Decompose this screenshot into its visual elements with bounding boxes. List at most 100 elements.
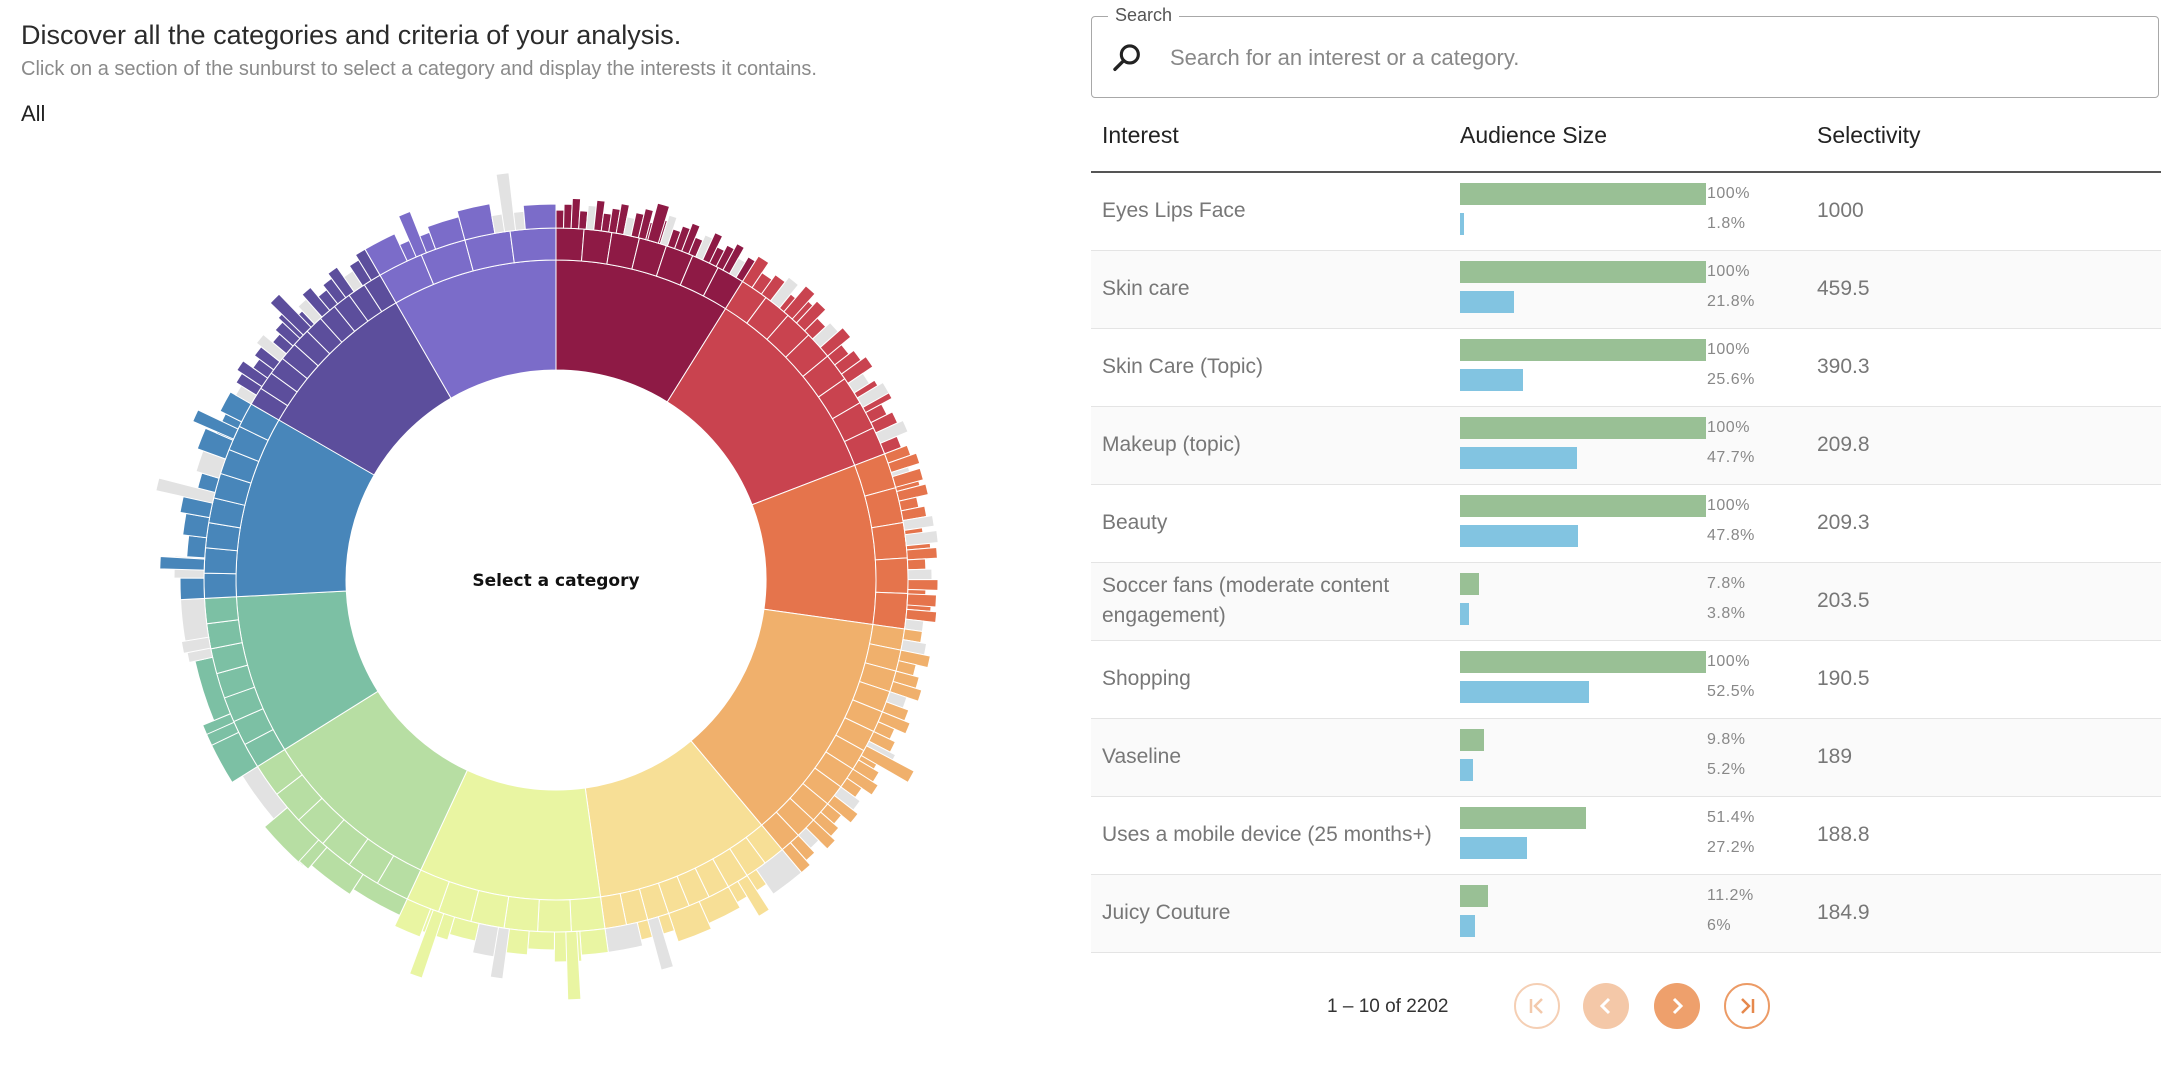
- last-page-icon: [1741, 998, 1755, 1014]
- sunburst-interest-spike[interactable]: [565, 930, 582, 1001]
- interest-name: Uses a mobile device (25 months+): [1102, 823, 1432, 846]
- sunburst-subcategory-arc[interactable]: [537, 899, 572, 933]
- sunburst-interest-spike[interactable]: [495, 172, 517, 233]
- paginator-range-label: 1 – 10 of 2202: [1327, 996, 1449, 1017]
- audience-bar-green: [1460, 651, 1706, 673]
- sunburst-interest-spike[interactable]: [408, 909, 445, 979]
- interest-name: Juicy Couture: [1102, 901, 1231, 924]
- sunburst-interest-spike[interactable]: [904, 529, 939, 547]
- audience-pct-green: 100%: [1707, 419, 1750, 436]
- sunburst-interest-spike[interactable]: [783, 285, 816, 320]
- sunburst-subcategory-arc[interactable]: [203, 547, 238, 575]
- sunburst-chart[interactable]: Select a category: [0, 0, 1080, 1080]
- sunburst-interest-spike[interactable]: [397, 210, 428, 258]
- interest-cell: Eyes Lips Face: [1091, 172, 1449, 251]
- audience-bars: 9.8% 5.2%: [1460, 726, 1806, 788]
- sunburst-interest-spike[interactable]: [891, 467, 924, 488]
- sunburst-interest-spike[interactable]: [647, 202, 671, 244]
- header-interest[interactable]: Interest: [1091, 100, 1449, 173]
- sunburst-interest-arc[interactable]: [906, 558, 927, 571]
- next-page-button[interactable]: [1654, 983, 1700, 1029]
- sunburst-interest-arc[interactable]: [527, 930, 555, 951]
- page-subtitle: Click on a section of the sunburst to se…: [21, 58, 817, 80]
- table-row[interactable]: Uses a mobile device (25 months+) 51.4% 27…: [1091, 796, 2161, 875]
- sunburst-subcategory-arc[interactable]: [555, 227, 585, 262]
- sunburst-interest-spike[interactable]: [856, 381, 890, 409]
- interest-name: Vaseline: [1102, 745, 1181, 768]
- audience-pct-green: 9.8%: [1707, 731, 1746, 748]
- table-row[interactable]: Beauty 100% 47.8% 209.3: [1091, 484, 2161, 563]
- audience-cell: 100% 52.5%: [1449, 640, 1806, 719]
- interests-table: Interest Audience Size Selectivity Eyes …: [1091, 100, 2161, 953]
- sunburst-interest-spike[interactable]: [192, 409, 239, 440]
- interest-cell: Juicy Couture: [1091, 874, 1449, 953]
- last-page-button[interactable]: [1724, 983, 1770, 1029]
- sunburst-subcategory-arc[interactable]: [874, 557, 909, 595]
- sunburst-interest-spike[interactable]: [298, 839, 328, 870]
- table-row[interactable]: Soccer fans (moderate content engagement…: [1091, 562, 2161, 641]
- sunburst-subcategory-arc[interactable]: [509, 227, 557, 264]
- interest-name: Makeup (topic): [1102, 433, 1241, 456]
- sunburst-interest-arc[interactable]: [906, 546, 938, 561]
- table-row[interactable]: Eyes Lips Face 100% 1.8% 1000: [1091, 172, 2161, 251]
- table-row[interactable]: Vaseline 9.8% 5.2% 189: [1091, 718, 2161, 797]
- sunburst-interest-spike[interactable]: [155, 477, 216, 504]
- search-field[interactable]: Search: [1091, 5, 2159, 98]
- sunburst-interest-arc[interactable]: [186, 534, 208, 559]
- sunburst-subcategory-arc[interactable]: [203, 572, 237, 599]
- selectivity-cell: 184.9: [1806, 874, 2161, 953]
- table-row[interactable]: Skin care 100% 21.8% 459.5: [1091, 250, 2161, 329]
- sunburst-subcategory-arc[interactable]: [503, 895, 540, 933]
- search-icon: [1113, 44, 1140, 72]
- audience-cell: 100% 47.7%: [1449, 406, 1806, 485]
- sunburst-interest-arc[interactable]: [522, 203, 557, 230]
- sunburst-subcategory-arc[interactable]: [569, 896, 606, 933]
- audience-bars: 51.4% 27.2%: [1460, 804, 1806, 866]
- sunburst-interest-arc[interactable]: [907, 568, 933, 581]
- audience-bars: 100% 52.5%: [1460, 648, 1806, 710]
- sunburst-interest-spike[interactable]: [489, 926, 511, 980]
- selectivity-cell: 209.8: [1806, 406, 2161, 485]
- selectivity-cell: 390.3: [1806, 328, 2161, 407]
- audience-bars: 100% 1.8%: [1460, 180, 1806, 242]
- selectivity-cell: 189: [1806, 718, 2161, 797]
- interest-cell: Vaseline: [1091, 718, 1449, 797]
- sunburst-subcategory-arc[interactable]: [203, 596, 240, 625]
- sunburst-interest-arc[interactable]: [179, 577, 206, 601]
- search-input[interactable]: [1168, 35, 2132, 81]
- selectivity-cell: 203.5: [1806, 562, 2161, 641]
- sunburst-interest-spike[interactable]: [180, 636, 212, 654]
- chevron-right-icon: [1672, 997, 1684, 1015]
- audience-cell: 100% 47.8%: [1449, 484, 1806, 563]
- first-page-button[interactable]: [1514, 983, 1560, 1029]
- table-row[interactable]: Skin Care (Topic) 100% 25.6% 390.3: [1091, 328, 2161, 407]
- interest-name: Shopping: [1102, 667, 1191, 690]
- audience-pct-green: 11.2%: [1707, 887, 1754, 904]
- sunburst-interest-arc[interactable]: [579, 928, 609, 956]
- header-selectivity[interactable]: Selectivity: [1806, 100, 2161, 173]
- sunburst-interest-spike[interactable]: [205, 721, 240, 747]
- audience-bars: 7.8% 3.8%: [1460, 570, 1806, 632]
- sunburst-interest-spike[interactable]: [906, 593, 938, 608]
- audience-pct-green: 100%: [1707, 653, 1750, 670]
- interest-name: Beauty: [1102, 511, 1168, 534]
- table-row[interactable]: Shopping 100% 52.5% 190.5: [1091, 640, 2161, 719]
- audience-bar-green: [1460, 573, 1480, 595]
- sunburst-interest-spike[interactable]: [737, 874, 771, 918]
- header-audience-size[interactable]: Audience Size: [1449, 100, 1806, 173]
- audience-pct-blue: 21.8%: [1707, 293, 1755, 310]
- sunburst-interest-spike[interactable]: [159, 555, 206, 571]
- audience-pct-blue: 52.5%: [1707, 683, 1755, 700]
- sunburst-interest-arc[interactable]: [555, 209, 565, 229]
- selectivity-cell: 190.5: [1806, 640, 2161, 719]
- breadcrumb-all[interactable]: All: [21, 101, 46, 126]
- sunburst-interest-arc[interactable]: [907, 579, 939, 591]
- sunburst-subcategory-arc[interactable]: [872, 591, 909, 630]
- sunburst-interest-spike[interactable]: [860, 745, 915, 784]
- sunburst-interest-spike[interactable]: [647, 916, 675, 971]
- table-row[interactable]: Makeup (topic) 100% 47.7% 209.8: [1091, 406, 2161, 485]
- sunburst-subcategory-arc[interactable]: [871, 521, 908, 561]
- sunburst-interest-spike[interactable]: [269, 293, 312, 336]
- table-row[interactable]: Juicy Couture 11.2% 6% 184.9: [1091, 874, 2161, 953]
- previous-page-button[interactable]: [1583, 983, 1629, 1029]
